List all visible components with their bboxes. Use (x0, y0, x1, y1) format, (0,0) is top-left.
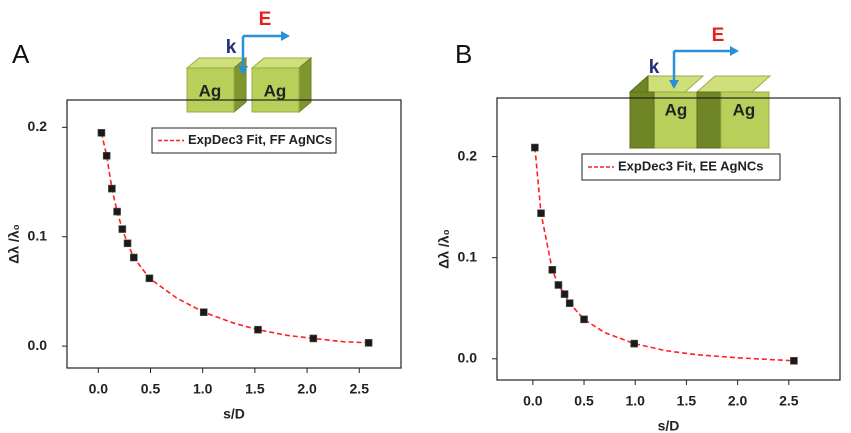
y-tick-label: 0.2 (28, 118, 48, 134)
data-point (630, 339, 639, 348)
data-point (199, 308, 208, 317)
x-tick-label: 0.0 (89, 381, 109, 397)
cube-label: Ag (264, 81, 287, 100)
legend-box (581, 153, 781, 181)
x-axis-label: s/D (658, 418, 680, 433)
y-tick-label: 0.1 (458, 248, 478, 264)
x-tick-label: 1.0 (625, 393, 645, 409)
plot-frame (66, 99, 402, 369)
data-point (97, 129, 106, 137)
data-point (309, 334, 318, 343)
data-point (364, 339, 373, 347)
data-point (145, 274, 154, 283)
data-point (108, 184, 116, 193)
data-point (118, 225, 127, 233)
y-tick-label: 0.1 (28, 227, 48, 243)
data-point (554, 281, 563, 289)
panel-label: A (12, 39, 30, 69)
x-axis-label: s/D (223, 406, 245, 422)
legend-label: ExpDec3 Fit, FF AgNCs (188, 132, 332, 147)
cube-label: Ag (199, 81, 222, 100)
cube-illustration (628, 46, 772, 150)
x-tick-label: 1.0 (193, 381, 213, 397)
x-tick-label: 2.5 (350, 381, 370, 397)
e-label: E (259, 9, 272, 30)
plot-frame (496, 97, 841, 381)
data-point (565, 299, 574, 307)
k-label: k (226, 37, 237, 58)
y-axis-label: Δλ /λ₀ (436, 229, 452, 269)
data-point (531, 143, 539, 152)
data-point (123, 239, 132, 248)
cube-label: Ag (733, 100, 756, 119)
data-point (113, 207, 121, 216)
x-tick-label: 0.5 (574, 393, 594, 409)
y-tick-label: 0.0 (28, 337, 48, 353)
x-tick-label: 2.5 (779, 393, 799, 409)
data-point (580, 315, 588, 324)
fit-line (100, 132, 369, 344)
data-point (560, 290, 569, 298)
y-tick-label: 0.0 (458, 349, 478, 365)
cube-label: Ag (665, 100, 688, 119)
e-label: E (712, 25, 725, 46)
cube-illustration (185, 31, 313, 114)
k-label: k (649, 57, 660, 78)
y-tick-label: 0.2 (458, 147, 478, 163)
data-point (790, 356, 798, 365)
data-point (254, 325, 262, 334)
legend-label: ExpDec3 Fit, EE AgNCs (618, 158, 763, 173)
y-axis-label: Δλ /λ₀ (6, 224, 22, 264)
data-point (102, 151, 111, 160)
data-point (130, 253, 138, 262)
x-tick-label: 1.5 (245, 381, 265, 397)
x-tick-label: 0.5 (141, 381, 161, 397)
x-tick-label: 1.5 (677, 393, 697, 409)
data-point (548, 266, 557, 274)
data-point (537, 209, 545, 218)
x-tick-label: 0.0 (523, 393, 543, 409)
x-tick-label: 2.0 (297, 381, 317, 397)
x-tick-label: 2.0 (728, 393, 748, 409)
panel-label: B (455, 39, 472, 69)
